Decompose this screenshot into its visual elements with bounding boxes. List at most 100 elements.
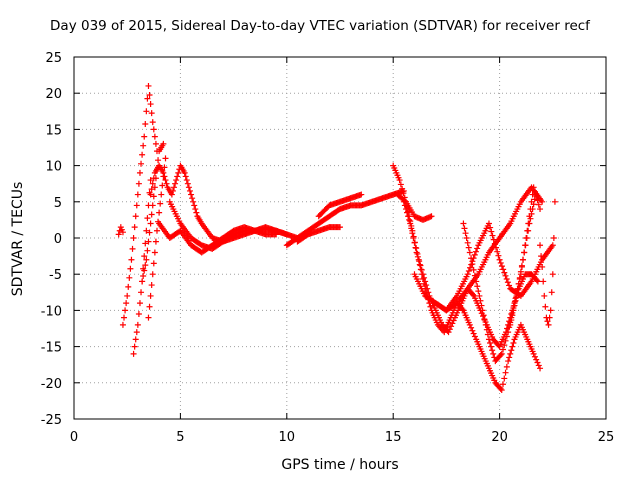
data-point <box>427 303 434 310</box>
data-point <box>397 181 404 188</box>
series-track-19 <box>537 198 558 328</box>
data-point <box>534 278 541 285</box>
series-track-2 <box>119 82 160 328</box>
data-point <box>506 354 513 361</box>
data-point <box>138 160 145 167</box>
data-point <box>122 307 129 314</box>
data-point <box>119 229 126 236</box>
data-point <box>141 133 148 140</box>
data-point <box>144 215 151 222</box>
series-track-3 <box>130 177 154 357</box>
data-point <box>508 347 515 354</box>
data-point <box>139 151 146 158</box>
data-point <box>503 276 510 283</box>
data-point <box>145 82 152 89</box>
data-point <box>419 271 426 278</box>
data-point <box>503 363 510 370</box>
data-point <box>162 155 169 162</box>
data-point <box>500 346 507 353</box>
data-point <box>507 350 514 357</box>
data-point <box>505 358 512 365</box>
data-point <box>115 231 122 238</box>
data-point <box>514 286 521 293</box>
data-point <box>512 297 519 304</box>
data-point <box>497 385 504 392</box>
data-point <box>160 169 167 176</box>
data-point <box>151 249 158 256</box>
data-point <box>534 197 541 204</box>
data-point <box>507 321 514 328</box>
data-point <box>485 220 492 227</box>
data-point <box>147 292 154 299</box>
data-point <box>471 272 478 279</box>
data-point <box>143 227 150 234</box>
data-point <box>509 343 516 350</box>
data-point <box>149 180 156 187</box>
data-point <box>169 187 176 194</box>
data-point <box>416 258 423 265</box>
data-point <box>474 283 481 290</box>
data-point <box>530 350 537 357</box>
data-point <box>539 263 546 270</box>
data-point <box>488 343 495 350</box>
data-point <box>157 200 164 207</box>
data-point <box>130 235 137 241</box>
data-point <box>421 274 428 281</box>
data-point <box>410 235 417 241</box>
data-point <box>425 289 432 296</box>
data-point <box>128 256 135 263</box>
data-point <box>132 336 139 343</box>
data-point <box>149 202 156 209</box>
chart-title: Day 039 of 2015, Sidereal Day-to-day VTE… <box>50 18 590 34</box>
data-point <box>498 350 505 357</box>
data-point <box>146 229 153 236</box>
data-point <box>133 202 140 209</box>
x-tick-label: 5 <box>176 430 184 445</box>
data-point <box>530 184 537 191</box>
data-point <box>489 347 496 354</box>
data-point <box>482 321 489 328</box>
data-point <box>470 291 476 298</box>
data-point <box>283 231 290 238</box>
data-point <box>141 253 148 260</box>
data-point <box>473 278 480 285</box>
data-point <box>529 206 536 213</box>
data-point <box>539 198 546 205</box>
x-tick-label: 15 <box>385 430 402 445</box>
data-point <box>139 278 146 285</box>
data-point <box>127 265 134 272</box>
data-point <box>523 235 530 241</box>
data-point <box>135 180 142 187</box>
data-point <box>469 327 476 334</box>
data-point <box>545 321 552 328</box>
data-point <box>124 292 131 299</box>
data-point <box>531 196 538 203</box>
series-track-17 <box>460 184 544 365</box>
data-point <box>400 190 407 197</box>
data-point <box>480 312 487 319</box>
x-tick-label: 10 <box>279 430 296 445</box>
data-point <box>150 260 157 267</box>
data-point <box>146 92 153 99</box>
data-point <box>551 198 558 205</box>
data-point <box>472 248 479 255</box>
data-point <box>480 313 487 320</box>
series-track-11 <box>315 191 365 220</box>
y-tick-label: -15 <box>41 341 62 356</box>
data-point <box>490 236 497 243</box>
data-point <box>409 230 416 237</box>
data-point <box>462 230 469 237</box>
data-point <box>446 326 453 333</box>
grid-lines <box>74 57 606 419</box>
data-point <box>171 184 178 191</box>
data-point <box>513 292 520 299</box>
data-point <box>466 321 473 328</box>
data-point <box>517 268 524 275</box>
data-point <box>131 224 138 231</box>
data-point <box>470 266 477 273</box>
data-point <box>152 238 159 245</box>
data-point <box>143 256 150 263</box>
data-point <box>465 244 472 251</box>
data-point <box>503 333 510 340</box>
